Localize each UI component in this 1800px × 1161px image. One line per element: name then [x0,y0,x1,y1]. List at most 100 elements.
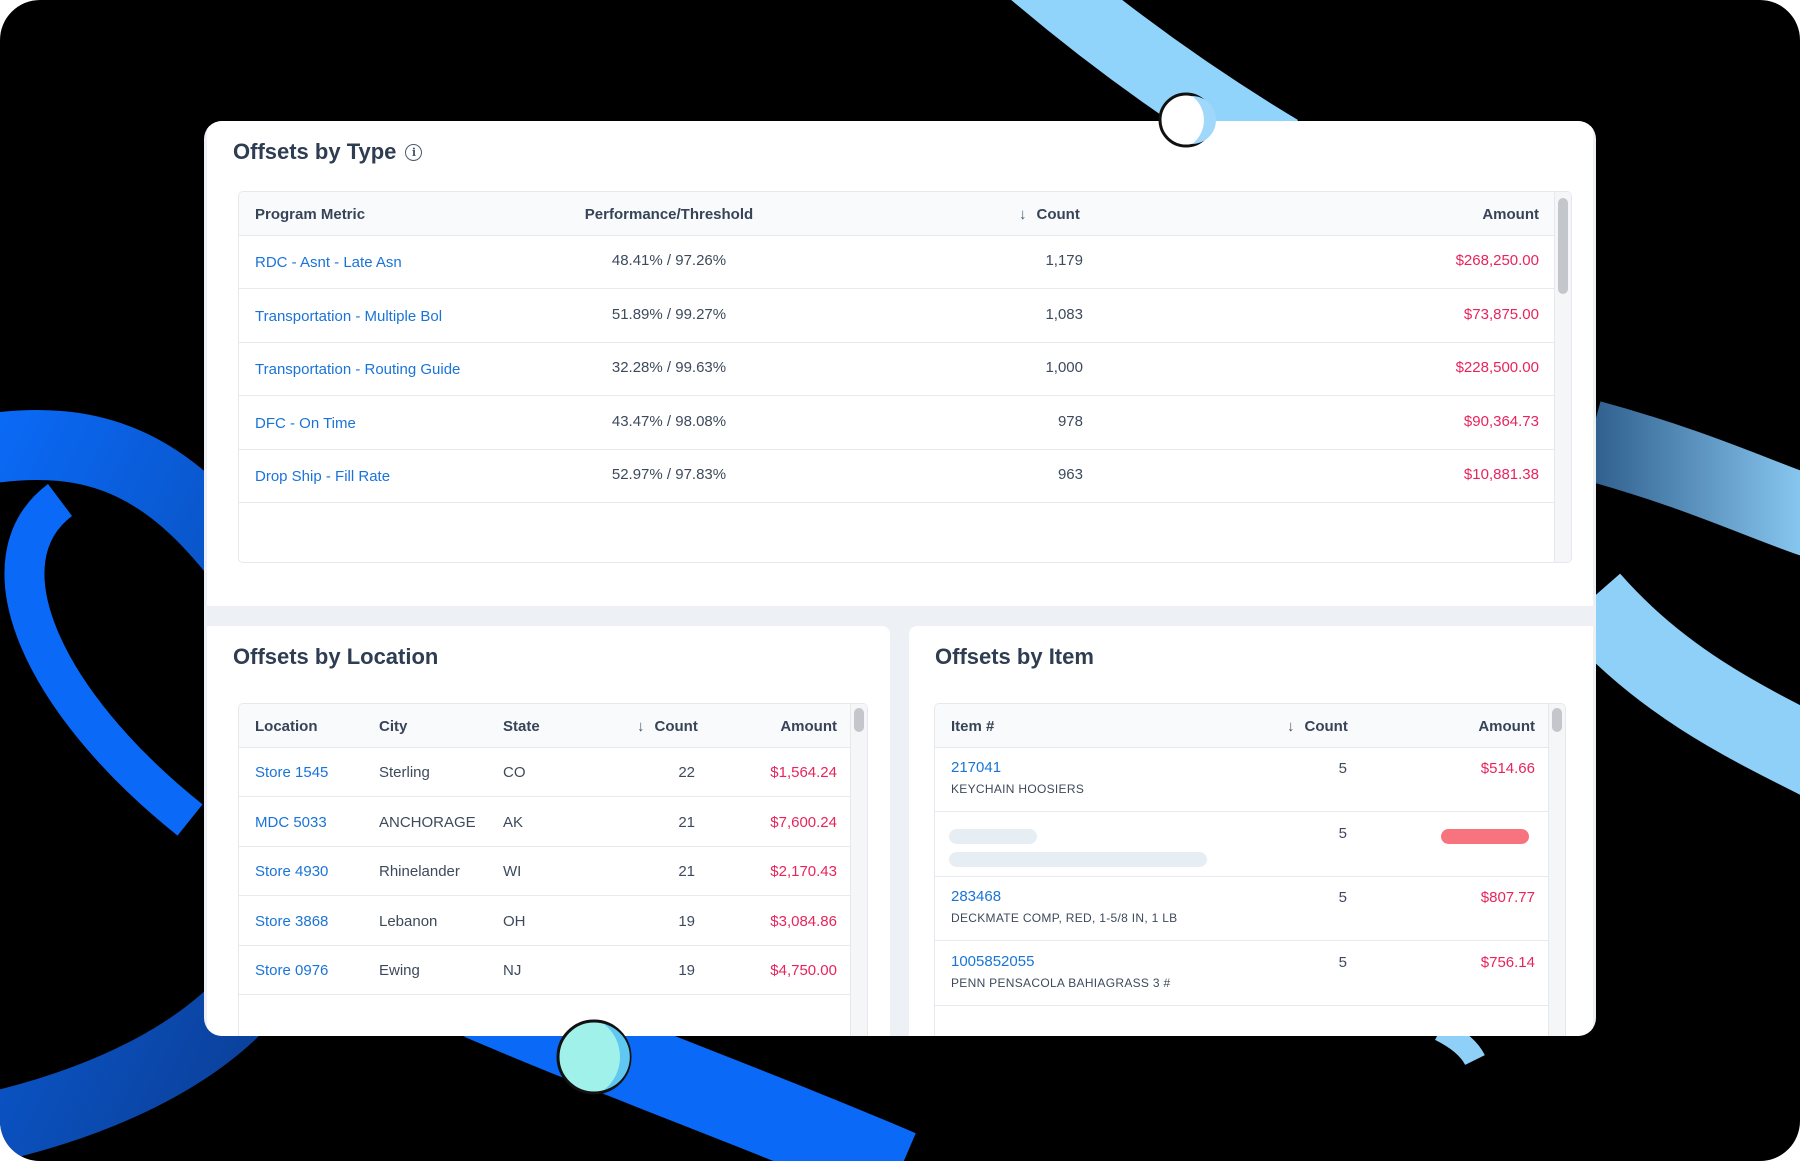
col-count-sorted[interactable]: ↓ Count [1019,206,1080,223]
table-header: Item # ↓ Count Amount [935,704,1548,748]
scrollbar-thumb[interactable] [1558,198,1568,294]
col-city[interactable]: City [379,718,408,735]
offsets-by-type-panel: Offsets by Type i Program Metric Perform… [207,121,1593,606]
amount-value: $73,875.00 [1463,305,1539,323]
offsets-by-location-table: Location City State ↓ Count Amount Store … [238,703,868,1036]
table-row[interactable]: 217041 KEYCHAIN HOOSIERS $514.66 5 [935,747,1548,812]
city-value: Lebanon [379,912,438,930]
program-metric-link[interactable]: Transportation - Multiple Bol [255,307,443,325]
count-value: 1,083 [1045,305,1083,323]
location-link[interactable]: Store 0976 [255,962,329,979]
col-count-sorted[interactable]: ↓ Count [637,718,698,735]
performance-value: 51.89% / 99.27% [611,305,727,323]
table-row[interactable]: Store 4930 Rhinelander WI 21 $2,170.43 [239,846,850,896]
location-link[interactable]: Store 1545 [255,764,329,781]
count-value: 21 [678,813,695,831]
location-table-scrollbar[interactable] [850,704,867,1036]
performance-value: 48.41% / 97.26% [611,252,727,269]
table-header: Location City State ↓ Count Amount [239,704,850,748]
program-metric-link[interactable]: Drop Ship - Fill Rate [255,468,391,485]
count-value: 978 [1057,412,1083,430]
city-value: Ewing [379,962,420,979]
program-metric-link[interactable]: DFC - On Time [255,414,356,432]
offsets-by-item-title: Offsets by Item [935,644,1094,669]
amount-value: $268,250.00 [1455,252,1539,269]
col-item-number[interactable]: Item # [951,718,995,735]
item-number-link[interactable]: 217041 [951,759,1002,776]
location-link[interactable]: Store 4930 [255,863,329,880]
city-value: ANCHORAGE [379,813,476,831]
col-amount[interactable]: Amount [1478,718,1535,735]
state-value: WI [503,863,522,880]
gradient-ribbon-right [1579,401,1800,556]
offsets-by-item-table: Item # ↓ Count Amount 217041 KEYCHAIN HOOS… [934,703,1566,1036]
table-row[interactable]: Transportation - Multiple Bol 51.89% / 99… [239,289,1554,343]
item-number-link[interactable]: 283468 [951,888,1002,905]
amount-value: $2,170.43 [770,863,837,880]
scrollbar-thumb[interactable] [1552,708,1562,732]
col-state[interactable]: State [503,718,540,735]
col-program-metric[interactable]: Program Metric [255,206,366,223]
city-value: Rhinelander [379,863,460,880]
arrow-down-icon: ↓ [1019,206,1027,223]
offsets-by-location-title: Offsets by Location [233,644,439,669]
performance-value: 52.97% / 97.83% [611,466,727,483]
skeleton-amount [1441,828,1529,844]
city-value: Sterling [379,764,430,781]
col-performance-threshold[interactable]: Performance/Threshold [584,206,754,223]
blue-ring-inner [4,484,203,836]
dashboard-window: Offsets by Type i Program Metric Perform… [204,121,1596,1036]
item-description: PENN PENSACOLA BAHIAGRASS 3 # [951,975,1171,990]
table-row[interactable]: Drop Ship - Fill Rate 52.97% / 97.83% 963 $… [239,449,1554,503]
item-number-link[interactable]: 1005852055 [951,952,1035,970]
table-row[interactable]: DFC - On Time 43.47% / 98.08% 978 $90,364.7… [239,396,1554,450]
amount-value: $514.66 [1480,760,1535,777]
count-value: 963 [1057,466,1083,483]
table-row[interactable]: Store 1545 Sterling CO 22 $1,564.24 [239,747,850,797]
offsets-by-location-panel: Offsets by Location Location City State … [207,626,890,1036]
program-metric-link[interactable]: RDC - Asnt - Late Asn [255,254,402,271]
amount-value: $4,750.00 [770,962,837,979]
table-header: Program Metric Performance/Threshold ↓ Co… [239,192,1554,236]
program-metric-link[interactable]: Transportation - Routing Guide [255,361,461,378]
item-table-scrollbar[interactable] [1548,704,1565,1036]
scrollbar-thumb[interactable] [854,708,864,732]
count-value: 5 [1338,824,1347,842]
info-icon[interactable]: i [405,143,423,161]
table-row[interactable]: Transportation - Routing Guide 32.28% / 9… [239,342,1554,396]
table-row[interactable]: Store 3868 Lebanon OH 19 $3,084.86 [239,896,850,946]
item-description: DECKMATE COMP, RED, 1-5/8 IN, 1 LB [951,911,1178,925]
offsets-by-type-title: Offsets by Type i [233,139,423,165]
count-value: 5 [1338,760,1347,777]
count-value: 1,000 [1045,359,1083,376]
table-row[interactable]: 283468 DECKMATE COMP, RED, 1-5/8 IN, 1 LB… [935,876,1548,941]
count-value: 5 [1338,953,1347,971]
count-value: 19 [678,962,695,979]
performance-value: 32.28% / 99.63% [611,359,727,376]
col-count-sorted[interactable]: ↓ Count [1287,718,1348,735]
amount-value: $10,881.38 [1463,466,1539,483]
state-value: NJ [503,962,522,979]
amount-value: $228,500.00 [1455,359,1539,376]
amount-value: $3,084.86 [770,912,837,930]
location-link[interactable]: Store 3868 [255,912,329,930]
table-row[interactable]: RDC - Asnt - Late Asn 48.41% / 97.26% 1,17… [239,235,1554,289]
table-row[interactable]: 1005852055 PENN PENSACOLA BAHIAGRASS 3 # $… [935,941,1548,1006]
skeleton-description [949,851,1207,867]
type-table-scrollbar[interactable] [1554,192,1571,562]
col-amount[interactable]: Amount [780,718,837,735]
offsets-by-item-panel: Offsets by Item Item # ↓ Count Amount 217… [909,626,1593,1036]
count-value: 5 [1338,889,1347,906]
item-description: KEYCHAIN HOOSIERS [951,782,1085,796]
arrow-down-icon: ↓ [1287,718,1295,735]
count-value: 22 [678,764,695,781]
col-amount[interactable]: Amount [1482,206,1539,223]
location-link[interactable]: MDC 5033 [255,813,327,831]
amount-value: $756.14 [1480,953,1535,971]
amount-value: $90,364.73 [1463,412,1539,430]
light-blue-ribbon-right [1559,573,1800,795]
table-row[interactable]: Store 0976 Ewing NJ 19 $4,750.00 [239,945,850,995]
table-row[interactable]: 5 [935,812,1548,877]
col-location[interactable]: Location [255,718,318,735]
table-row[interactable]: MDC 5033 ANCHORAGE AK 21 $7,600.24 [239,797,850,847]
